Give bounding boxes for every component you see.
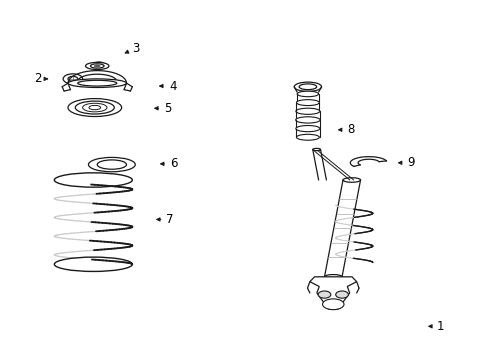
Ellipse shape xyxy=(68,79,126,87)
Ellipse shape xyxy=(94,65,100,67)
Ellipse shape xyxy=(97,160,126,169)
Ellipse shape xyxy=(93,62,105,68)
Ellipse shape xyxy=(90,64,104,68)
Ellipse shape xyxy=(294,82,321,91)
Ellipse shape xyxy=(324,275,341,279)
Ellipse shape xyxy=(78,80,117,86)
Ellipse shape xyxy=(299,84,316,90)
Ellipse shape xyxy=(68,99,122,117)
Polygon shape xyxy=(309,277,356,309)
Text: 4: 4 xyxy=(159,80,176,93)
Ellipse shape xyxy=(54,257,132,271)
Text: 6: 6 xyxy=(160,157,177,170)
Ellipse shape xyxy=(63,74,82,84)
Ellipse shape xyxy=(88,157,135,172)
Text: 2: 2 xyxy=(34,72,47,85)
Ellipse shape xyxy=(75,101,114,114)
Text: 1: 1 xyxy=(428,320,444,333)
Ellipse shape xyxy=(296,100,319,105)
Ellipse shape xyxy=(85,62,109,69)
Text: 8: 8 xyxy=(338,123,353,136)
Ellipse shape xyxy=(54,173,132,187)
Ellipse shape xyxy=(297,91,318,97)
Text: 7: 7 xyxy=(156,213,174,226)
Text: 5: 5 xyxy=(154,102,171,115)
Ellipse shape xyxy=(342,178,360,182)
Ellipse shape xyxy=(89,105,101,110)
Ellipse shape xyxy=(312,148,320,151)
Ellipse shape xyxy=(295,126,319,132)
Ellipse shape xyxy=(295,117,320,123)
Ellipse shape xyxy=(322,299,343,310)
Ellipse shape xyxy=(296,134,319,140)
Ellipse shape xyxy=(96,64,102,67)
Text: 9: 9 xyxy=(398,156,413,169)
Text: 3: 3 xyxy=(125,42,140,55)
Ellipse shape xyxy=(68,76,78,81)
Ellipse shape xyxy=(82,103,107,112)
Ellipse shape xyxy=(318,291,330,298)
Ellipse shape xyxy=(335,291,347,298)
Ellipse shape xyxy=(295,108,319,114)
